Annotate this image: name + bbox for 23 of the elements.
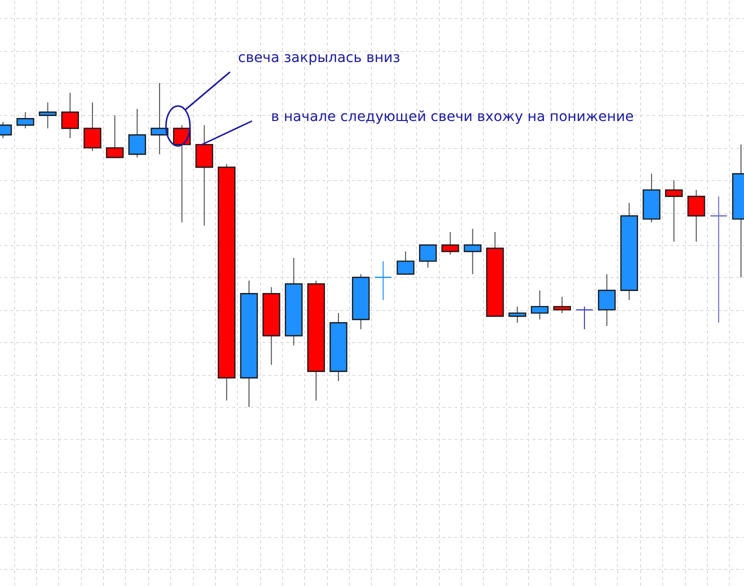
candlestick [530,290,549,320]
candlestick [665,180,683,242]
annotation: в начале следующей свечи вхожу на понижение [271,109,634,125]
candlestick [396,250,414,275]
candlestick [84,102,102,152]
candlestick [106,114,124,158]
candlestick [419,244,437,268]
candlestick [710,196,728,324]
candlestick [576,306,594,330]
candlestick [508,306,526,324]
candlestick [464,228,482,275]
candlestick [441,232,460,256]
candlestick [61,92,79,139]
candlestick [598,274,616,326]
text: свеча закрылась вниз [238,50,400,66]
candlestick [195,124,214,226]
candlestick [150,82,168,155]
candlestick [16,112,34,129]
candlestick [374,260,392,301]
candlestick [38,102,57,129]
candlestick [128,108,146,158]
candlestick [687,189,706,242]
candlestick [553,296,571,314]
